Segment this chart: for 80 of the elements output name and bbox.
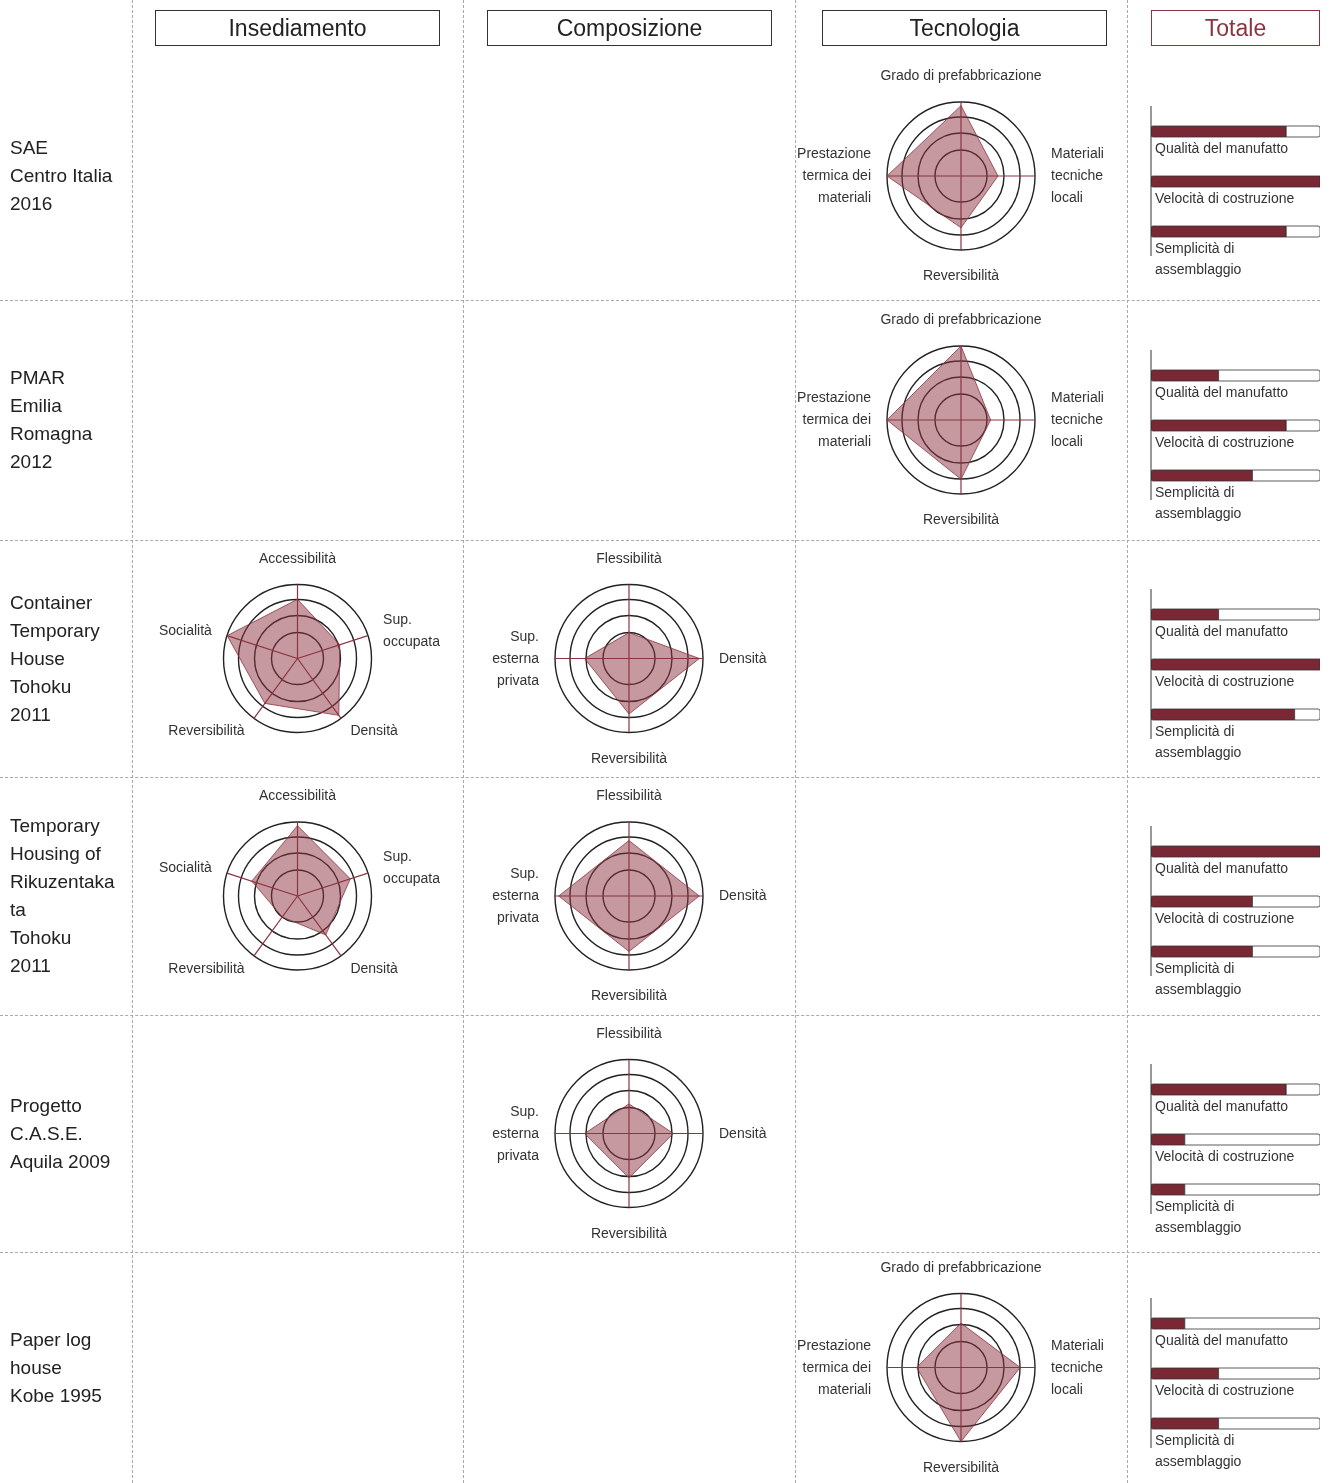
- text: Container: [10, 590, 94, 615]
- spoke-label: Socialità: [158, 859, 213, 876]
- text: Paper log: [10, 1327, 93, 1352]
- spoke-label: Prestazione termica dei materiali: [797, 389, 872, 449]
- text: Composizione: [487, 10, 772, 46]
- text: Tohoku: [10, 926, 73, 950]
- spoke-label: Materiali tecniche locali: [1051, 389, 1104, 449]
- text: Insediamento: [155, 10, 440, 46]
- text: Emilia: [10, 394, 63, 418]
- y-tick-label: Qualità del manufatto: [1155, 622, 1289, 639]
- text: PMAR: [10, 366, 66, 390]
- spoke-label: Accessibilità: [258, 549, 337, 566]
- spoke-label: Densità: [719, 887, 767, 903]
- y-tick-label: Semplicità di assemblaggio: [1155, 484, 1242, 521]
- spoke-label: Flessibilità: [596, 787, 662, 803]
- spoke-label: Grado di prefabbricazione: [880, 1258, 1042, 1275]
- spoke-label: Reversibilità: [168, 722, 245, 739]
- spoke-label: Accessibilità: [258, 787, 337, 803]
- spoke-label: Flessibilità: [596, 1024, 662, 1041]
- spoke-label: Densità: [719, 1124, 767, 1141]
- spoke-label: Reversibilità: [922, 511, 1000, 527]
- text: 2016: [10, 192, 54, 216]
- y-tick-label: Velocità di costruzione: [1155, 672, 1295, 689]
- text: house: [10, 1355, 63, 1380]
- y-tick-label: Qualità del manufatto: [1155, 860, 1289, 876]
- y-tick-label: Qualità del manufatto: [1155, 384, 1289, 400]
- spoke-label: Sup. occupata: [383, 610, 441, 649]
- y-tick-label: Semplicità di assemblaggio: [1155, 960, 1242, 997]
- text: Totale: [1151, 10, 1320, 46]
- spoke-label: Reversibilità: [922, 1458, 1000, 1475]
- spoke-label: Reversibilità: [168, 959, 245, 976]
- spoke-label: Densità: [719, 649, 767, 666]
- text: SAE: [10, 136, 50, 160]
- y-tick-label: Velocità di costruzione: [1155, 190, 1295, 206]
- y-tick-label: Velocità di costruzione: [1155, 1381, 1295, 1398]
- spoke-label: Reversibilità: [590, 1224, 668, 1241]
- spoke-label: Grado di prefabbricazione: [880, 67, 1042, 83]
- spoke-label: Reversibilità: [590, 987, 668, 1003]
- spoke-label: Sup. esterna privata: [492, 1102, 540, 1163]
- y-tick-label: Velocità di costruzione: [1155, 910, 1295, 926]
- spoke-label: Reversibilità: [590, 749, 668, 766]
- text: Housing of: [10, 842, 102, 866]
- y-tick-label: Semplicità di assemblaggio: [1155, 722, 1242, 760]
- y-tick-label: Velocità di costruzione: [1155, 434, 1295, 450]
- y-tick-label: Qualità del manufatto: [1155, 140, 1289, 156]
- spoke-label: Densità: [350, 959, 399, 976]
- text: House: [10, 646, 66, 671]
- y-tick-label: Velocità di costruzione: [1155, 1147, 1295, 1164]
- spoke-label: Sup. esterna privata: [492, 627, 540, 688]
- y-tick-label: Qualità del manufatto: [1155, 1097, 1289, 1114]
- y-tick-label: Qualità del manufatto: [1155, 1331, 1289, 1348]
- text: 2012: [10, 450, 54, 474]
- spoke-label: Prestazione termica dei materiali: [797, 145, 872, 205]
- text: Tohoku: [10, 674, 73, 699]
- text: Temporary: [10, 814, 101, 838]
- text: C.A.S.E.: [10, 1121, 84, 1146]
- spoke-label: Grado di prefabbricazione: [880, 311, 1042, 327]
- spoke-label: Prestazione termica dei materiali: [797, 1336, 872, 1397]
- spoke-label: Reversibilità: [922, 267, 1000, 283]
- spoke-label: Materiali tecniche locali: [1051, 145, 1104, 205]
- text: Tecnologia: [822, 10, 1107, 46]
- text: Kobe 1995: [10, 1383, 103, 1408]
- spoke-label: Densità: [350, 722, 399, 739]
- y-tick-label: Semplicità di assemblaggio: [1155, 1431, 1242, 1469]
- text: Romagna: [10, 422, 94, 446]
- spoke-label: Flessibilità: [596, 549, 662, 566]
- text: 2011: [10, 702, 52, 727]
- spoke-label: Sup. esterna privata: [492, 865, 540, 925]
- text: Aquila 2009: [10, 1149, 112, 1174]
- y-tick-label: Semplicità di assemblaggio: [1155, 1197, 1242, 1235]
- y-tick-label: Semplicità di assemblaggio: [1155, 240, 1242, 277]
- text: Progetto: [10, 1093, 83, 1118]
- spoke-label: Socialità: [158, 621, 213, 638]
- text: 2011: [10, 954, 52, 978]
- text: Temporary: [10, 618, 101, 643]
- spoke-label: Sup. occupata: [383, 848, 441, 887]
- text: Centro Italia: [10, 164, 114, 188]
- text: ta: [10, 898, 27, 922]
- text: Rikuzentaka: [10, 870, 116, 894]
- spoke-label: Materiali tecniche locali: [1051, 1336, 1104, 1397]
